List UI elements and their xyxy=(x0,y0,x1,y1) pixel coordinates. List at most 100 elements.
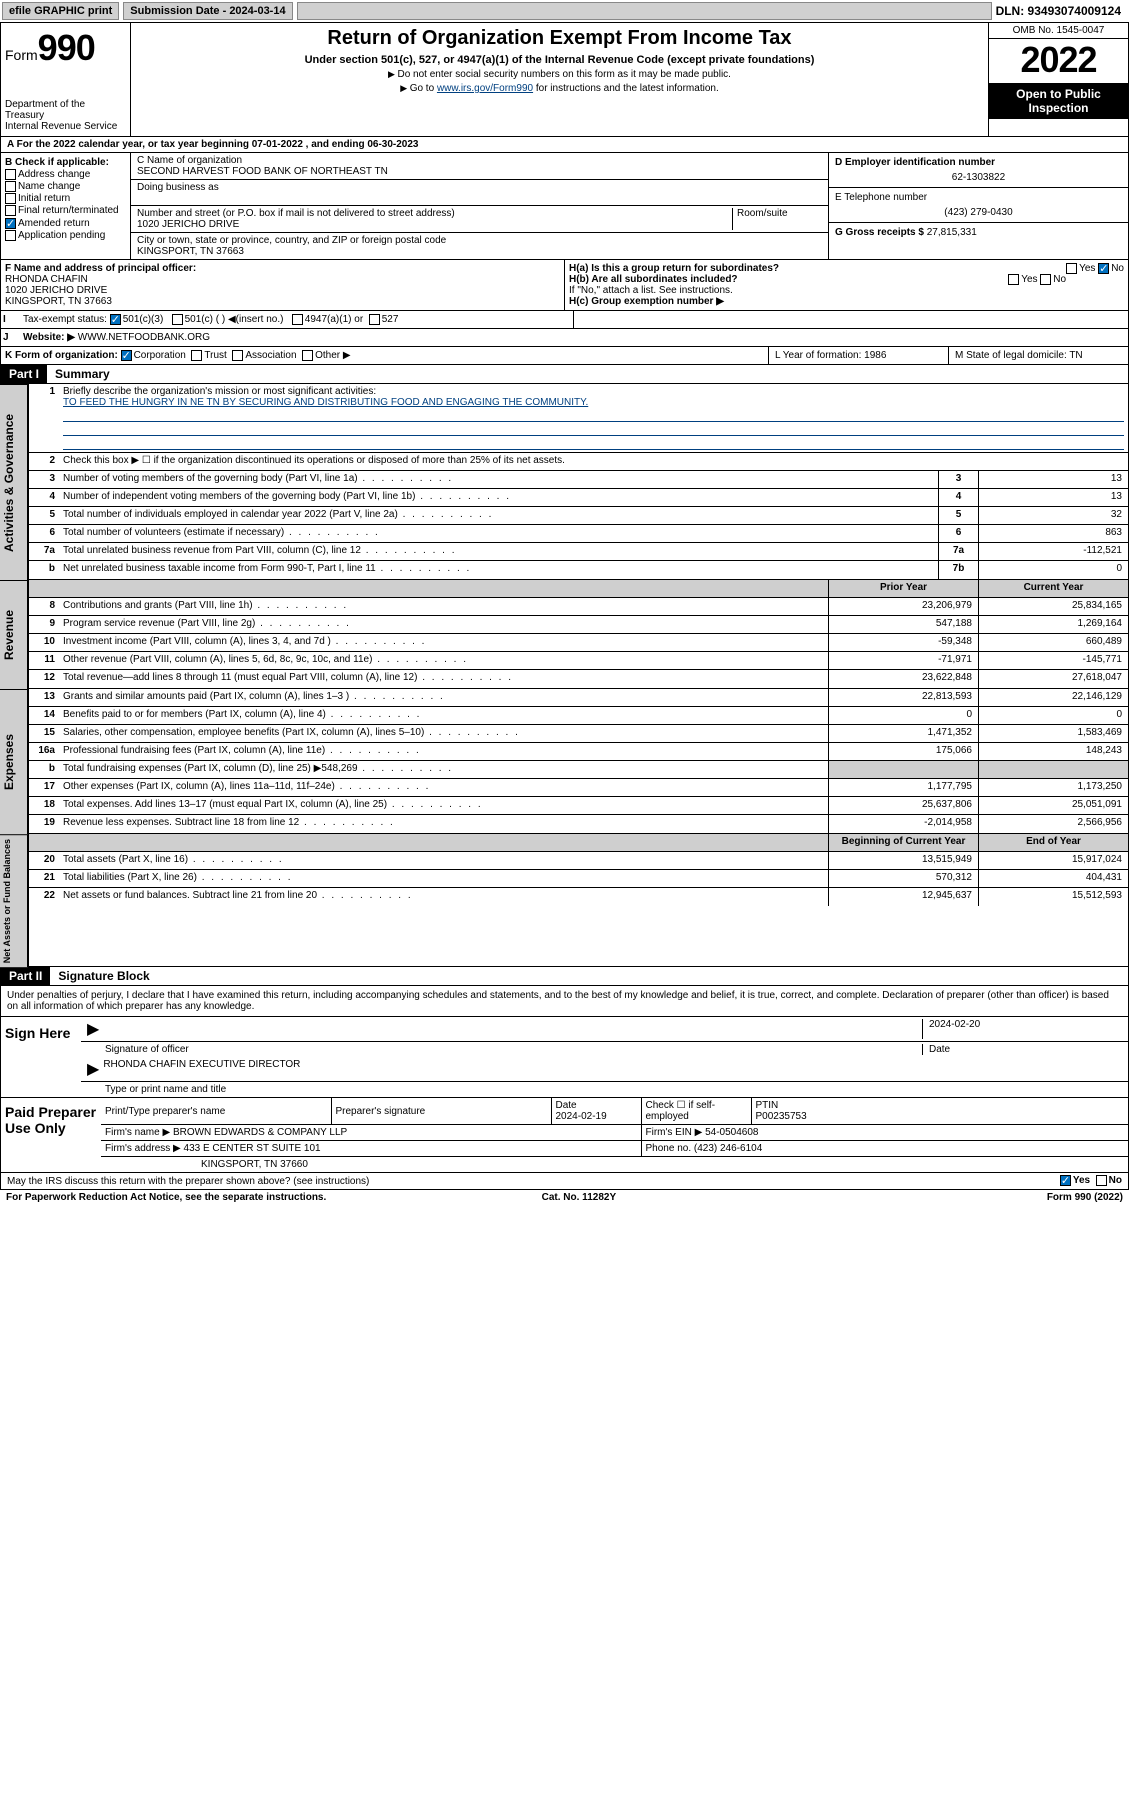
chk-Ha-no[interactable] xyxy=(1098,263,1109,274)
Ha-label: H(a) Is this a group return for subordin… xyxy=(569,263,779,274)
box-C: C Name of organization SECOND HARVEST FO… xyxy=(131,153,828,259)
efile-topbar: efile GRAPHIC print Submission Date - 20… xyxy=(0,0,1129,23)
F-label: F Name and address of principal officer: xyxy=(5,263,560,274)
paperwork-notice: For Paperwork Reduction Act Notice, see … xyxy=(6,1192,326,1203)
vlabel-netassets: Net Assets or Fund Balances xyxy=(0,834,28,967)
chk-trust[interactable] xyxy=(191,350,202,361)
footer-row: For Paperwork Reduction Act Notice, see … xyxy=(0,1190,1129,1205)
table-row: bNet unrelated business taxable income f… xyxy=(29,561,1128,579)
table-row: 7aTotal unrelated business revenue from … xyxy=(29,543,1128,561)
chk-Hb-yes[interactable] xyxy=(1008,274,1019,285)
table-row: bTotal fundraising expenses (Part IX, co… xyxy=(29,761,1128,779)
chk-amended-return[interactable] xyxy=(5,218,16,229)
submission-date-label: Submission Date - 2024-03-14 xyxy=(123,2,292,20)
chk-assoc[interactable] xyxy=(232,350,243,361)
identity-block: B Check if applicable: Address change Na… xyxy=(0,153,1129,260)
sign-here-block: Sign Here 2024-02-20 Signature of office… xyxy=(0,1017,1129,1098)
prep-name-label: Print/Type preparer's name xyxy=(101,1098,331,1125)
chk-other[interactable] xyxy=(302,350,313,361)
firm-city: KINGSPORT, TN 37660 xyxy=(101,1157,1128,1173)
chk-527[interactable] xyxy=(369,314,380,325)
dln-label: DLN: 93493074009124 xyxy=(996,4,1127,18)
chk-501c3[interactable] xyxy=(110,314,121,325)
F-H-block: F Name and address of principal officer:… xyxy=(0,260,1129,365)
Hc-label: H(c) Group exemption number ▶ xyxy=(569,296,724,307)
chk-name-change[interactable] xyxy=(5,181,16,192)
ein-value: 62-1303822 xyxy=(835,172,1122,183)
table-row: 17Other expenses (Part IX, column (A), l… xyxy=(29,779,1128,797)
form-note-ssn: Do not enter social security numbers on … xyxy=(137,69,982,80)
table-row: 4Number of independent voting members of… xyxy=(29,489,1128,507)
website-value: WWW.NETFOODBANK.ORG xyxy=(78,332,210,343)
irs-label: Internal Revenue Service xyxy=(5,121,126,132)
dept-label: Department of the Treasury xyxy=(5,99,126,121)
sig-date-label: Date xyxy=(922,1044,1122,1055)
vlabel-expenses: Expenses xyxy=(0,689,28,834)
firm-ein: Firm's EIN ▶ 54-0504608 xyxy=(641,1125,1128,1141)
vlabel-revenue: Revenue xyxy=(0,580,28,689)
section-netassets: Net Assets or Fund Balances Beginning of… xyxy=(0,834,1129,967)
street-label: Number and street (or P.O. box if mail i… xyxy=(137,208,732,219)
form-subtitle: Under section 501(c), 527, or 4947(a)(1)… xyxy=(137,54,982,66)
chk-Ha-yes[interactable] xyxy=(1066,263,1077,274)
topbar-spacer xyxy=(297,2,992,20)
form-note-link: Go to www.irs.gov/Form990 for instructio… xyxy=(137,83,982,94)
K-label: K Form of organization: xyxy=(5,350,118,361)
preparer-table: Print/Type preparer's name Preparer's si… xyxy=(101,1098,1128,1172)
table-row: 22Net assets or fund balances. Subtract … xyxy=(29,888,1128,906)
table-row: 18Total expenses. Add lines 13–17 (must … xyxy=(29,797,1128,815)
officer-addr2: KINGSPORT, TN 37663 xyxy=(5,296,560,307)
table-row: 9Program service revenue (Part VIII, lin… xyxy=(29,616,1128,634)
table-row: 5Total number of individuals employed in… xyxy=(29,507,1128,525)
city-label: City or town, state or province, country… xyxy=(137,235,822,246)
city-value: KINGSPORT, TN 37663 xyxy=(137,246,822,257)
table-row: 15Salaries, other compensation, employee… xyxy=(29,725,1128,743)
chk-discuss-yes[interactable] xyxy=(1060,1175,1071,1186)
omb-number: OMB No. 1545-0047 xyxy=(989,23,1128,39)
D-label: D Employer identification number xyxy=(835,157,1122,168)
part1-badge: Part I xyxy=(1,365,47,383)
irs-link[interactable]: www.irs.gov/Form990 xyxy=(437,83,533,94)
sig-officer-label: Signature of officer xyxy=(105,1044,189,1055)
gross-receipts-value: 27,815,331 xyxy=(927,227,977,238)
chk-application-pending[interactable] xyxy=(5,230,16,241)
chk-final-return[interactable] xyxy=(5,205,16,216)
col-prior-year: Prior Year xyxy=(828,580,978,597)
I-label: Tax-exempt status: xyxy=(23,314,107,325)
chk-corp[interactable] xyxy=(121,350,132,361)
table-row: 16aProfessional fundraising fees (Part I… xyxy=(29,743,1128,761)
chk-address-change[interactable] xyxy=(5,169,16,180)
form-header-left: Form990 Department of the Treasury Inter… xyxy=(1,23,131,136)
officer-name: RHONDA CHAFIN xyxy=(5,274,560,285)
firm-phone: Phone no. (423) 246-6104 xyxy=(641,1141,1128,1157)
street-value: 1020 JERICHO DRIVE xyxy=(137,219,732,230)
chk-Hb-no[interactable] xyxy=(1040,274,1051,285)
chk-discuss-no[interactable] xyxy=(1096,1175,1107,1186)
paid-preparer-block: Paid Preparer Use Only Print/Type prepar… xyxy=(0,1098,1129,1173)
C-label: C Name of organization xyxy=(137,155,822,166)
dba-label: Doing business as xyxy=(137,182,822,193)
tax-year: 2022 xyxy=(989,39,1128,81)
form-number: 990 xyxy=(38,27,95,68)
table-row: 20Total assets (Part X, line 16)13,515,9… xyxy=(29,852,1128,870)
col-current-year: Current Year xyxy=(978,580,1128,597)
chk-501c[interactable] xyxy=(172,314,183,325)
firm-name: Firm's name ▶ BROWN EDWARDS & COMPANY LL… xyxy=(101,1125,641,1141)
M-state-domicile: M State of legal domicile: TN xyxy=(948,347,1128,364)
chk-initial-return[interactable] xyxy=(5,193,16,204)
table-row: 11Other revenue (Part VIII, column (A), … xyxy=(29,652,1128,670)
officer-printed-name: RHONDA CHAFIN EXECUTIVE DIRECTOR xyxy=(103,1059,1122,1079)
line-A: A For the 2022 calendar year, or tax yea… xyxy=(0,137,1129,153)
box-B: B Check if applicable: Address change Na… xyxy=(1,153,131,259)
form-title: Return of Organization Exempt From Incom… xyxy=(137,27,982,50)
section-expenses: Expenses 13Grants and similar amounts pa… xyxy=(0,689,1129,834)
prep-ptin: PTIN P00235753 xyxy=(751,1098,1128,1125)
l1-label: Briefly describe the organization's miss… xyxy=(63,386,376,397)
table-row: 14Benefits paid to or for members (Part … xyxy=(29,707,1128,725)
table-row: 10Investment income (Part VIII, column (… xyxy=(29,634,1128,652)
efile-graphic-print-button[interactable]: efile GRAPHIC print xyxy=(2,2,119,20)
paid-preparer-label: Paid Preparer Use Only xyxy=(1,1098,101,1172)
chk-4947[interactable] xyxy=(292,314,303,325)
section-revenue: Revenue Prior Year Current Year 8Contrib… xyxy=(0,580,1129,689)
part2-badge: Part II xyxy=(1,967,50,985)
